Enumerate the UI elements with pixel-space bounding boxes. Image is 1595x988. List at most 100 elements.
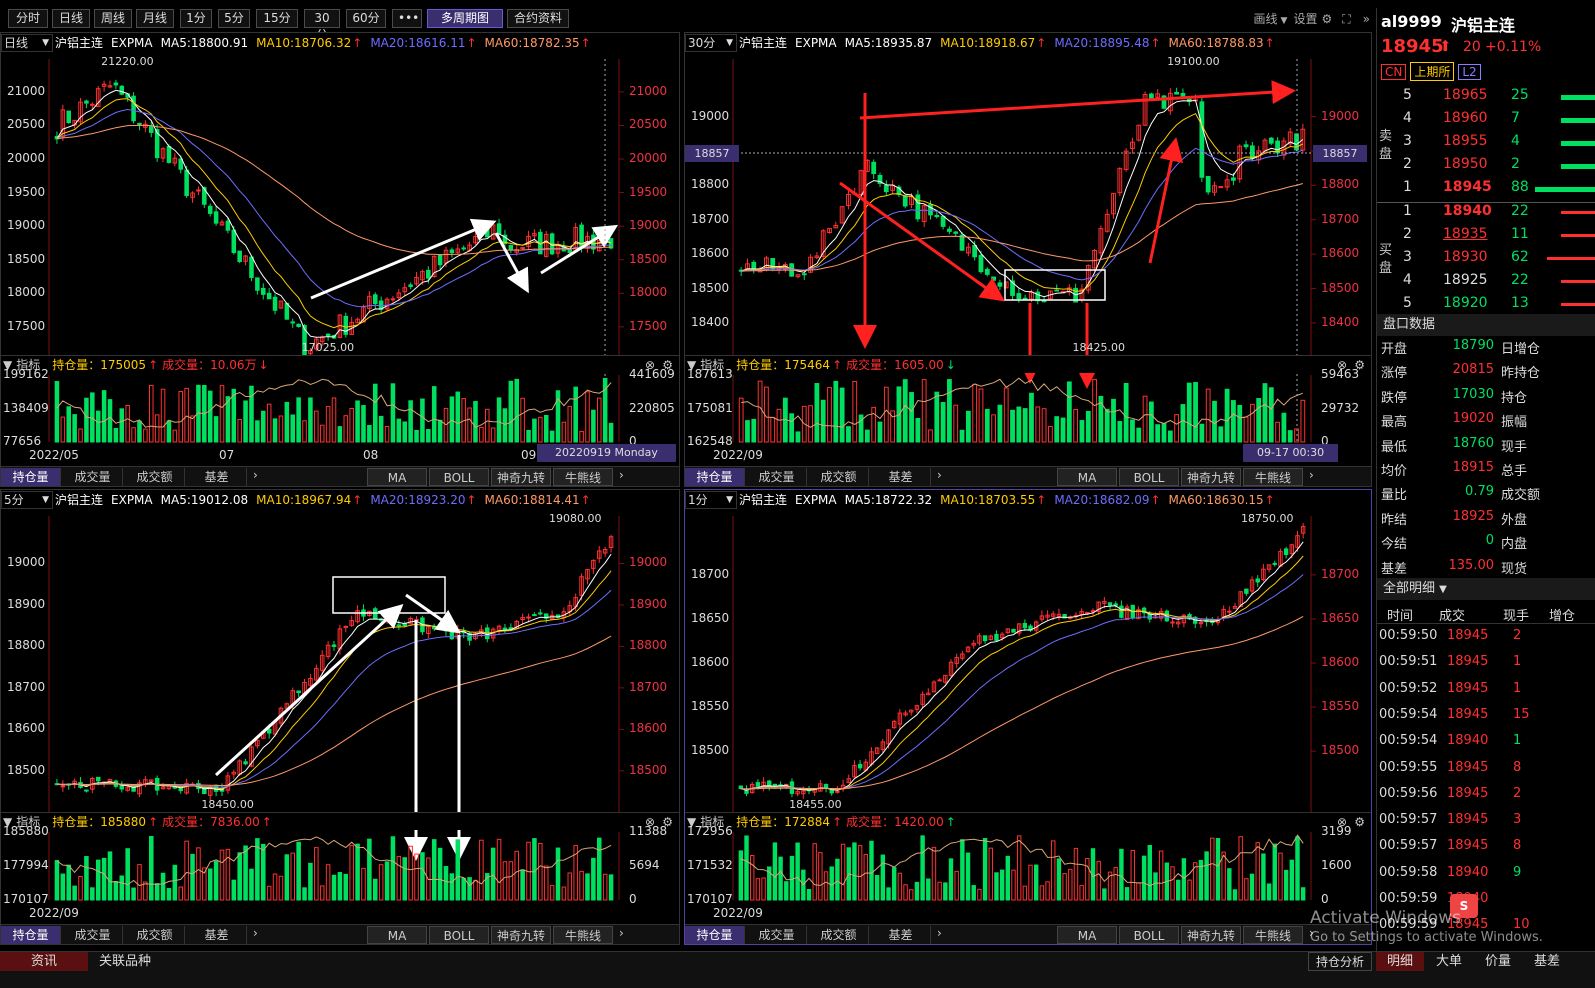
- bid-row[interactable]: 2 18935 11: [1377, 226, 1595, 249]
- chevron-right-icon[interactable]: ›: [1309, 468, 1314, 482]
- chart-panel-5min[interactable]: 5分 ▼ 沪铝主连 EXPMA MA5:19012.08 MA10:18967.94↑ MA…: [0, 489, 680, 945]
- bid-row[interactable]: 3 18930 62: [1377, 249, 1595, 272]
- tab-0[interactable]: 持仓量: [1, 468, 61, 486]
- indicator-label[interactable]: 指标: [700, 815, 725, 829]
- draw-button[interactable]: 画线: [1253, 12, 1278, 26]
- chevron-right-icon[interactable]: ›: [1309, 926, 1314, 940]
- side-tab-3[interactable]: 基差: [1523, 952, 1571, 971]
- ma-type[interactable]: EXPMA: [111, 36, 153, 50]
- indicator-label[interactable]: 指标: [16, 815, 41, 829]
- period-btn-2[interactable]: 周线: [94, 9, 132, 28]
- ask-row[interactable]: 2 18950 2: [1377, 156, 1595, 179]
- tab-3[interactable]: 基差: [187, 926, 247, 944]
- period-btn-1[interactable]: 日线: [52, 9, 90, 28]
- gear-icon[interactable]: ⚙: [1354, 358, 1365, 372]
- close-icon[interactable]: ⊗: [644, 358, 655, 372]
- tab-1[interactable]: 成交量: [63, 926, 123, 944]
- tab-1[interactable]: 成交量: [747, 926, 807, 944]
- period-select[interactable]: 30分 ▼: [685, 34, 737, 52]
- chart-panel-30min[interactable]: 30分 ▼ 沪铝主连 EXPMA MA5:18935.87 MA10:18918.67↑ M…: [684, 32, 1372, 487]
- ask-row[interactable]: 5 18965 25: [1377, 87, 1595, 110]
- indicator-btn-1[interactable]: BOLL: [429, 468, 489, 486]
- gear-icon[interactable]: ⚙: [1321, 12, 1333, 26]
- bid-row[interactable]: 4 18925 22: [1377, 272, 1595, 295]
- oi-analysis-btn[interactable]: 持仓分析: [1308, 952, 1372, 971]
- indicator-btn-3[interactable]: 牛熊线: [1243, 926, 1303, 944]
- collapse-icon[interactable]: ▼: [687, 358, 697, 372]
- gear-icon[interactable]: ⚙: [662, 358, 673, 372]
- multi-period-btn[interactable]: 多周期图: [427, 9, 503, 28]
- chevron-right-icon[interactable]: ›: [937, 926, 942, 940]
- candlestick-chart[interactable]: [685, 490, 1373, 946]
- period-btn-5[interactable]: 5分: [218, 9, 250, 28]
- period-select[interactable]: 5分 ▼: [1, 491, 53, 509]
- indicator-btn-2[interactable]: 神奇九转: [491, 926, 551, 944]
- side-tab-0[interactable]: 明细: [1376, 952, 1424, 971]
- tab-3[interactable]: 基差: [187, 468, 247, 486]
- indicator-btn-2[interactable]: 神奇九转: [1181, 468, 1241, 486]
- period-btn-0[interactable]: 分时: [8, 9, 48, 28]
- chevron-right-icon[interactable]: ›: [253, 468, 258, 482]
- candlestick-chart[interactable]: [1, 33, 681, 488]
- chevron-right-icon[interactable]: ›: [937, 468, 942, 482]
- indicator-btn-0[interactable]: MA: [1057, 926, 1117, 944]
- tab-2[interactable]: 成交额: [125, 926, 185, 944]
- bid-row[interactable]: 5 18920 13: [1377, 295, 1595, 318]
- close-icon[interactable]: ⊗: [1336, 815, 1347, 829]
- tab-0[interactable]: 持仓量: [685, 468, 745, 486]
- period-btn-7[interactable]: 30分: [304, 9, 340, 42]
- tab-3[interactable]: 基差: [871, 926, 931, 944]
- indicator-btn-1[interactable]: BOLL: [429, 926, 489, 944]
- contract-info-btn[interactable]: 合约资料: [507, 9, 569, 28]
- input-method-icon[interactable]: S: [1450, 894, 1478, 918]
- settings-button[interactable]: 设置: [1293, 12, 1318, 26]
- close-icon[interactable]: ⊗: [1336, 358, 1347, 372]
- side-tab-1[interactable]: 大单: [1425, 952, 1473, 971]
- tab-2[interactable]: 成交额: [125, 468, 185, 486]
- gear-icon[interactable]: ⚙: [662, 815, 673, 829]
- indicator-btn-2[interactable]: 神奇九转: [491, 468, 551, 486]
- collapse-icon[interactable]: ▼: [687, 815, 697, 829]
- candlestick-chart[interactable]: [1, 490, 681, 946]
- ma-type[interactable]: EXPMA: [795, 493, 837, 507]
- indicator-btn-0[interactable]: MA: [367, 468, 427, 486]
- fullscreen-icon[interactable]: ⛶: [1342, 12, 1351, 26]
- indicator-label[interactable]: 指标: [16, 358, 41, 372]
- chevron-right-icon[interactable]: ›: [253, 926, 258, 940]
- period-btn-6[interactable]: 15分: [256, 9, 298, 28]
- gear-icon[interactable]: ⚙: [1354, 815, 1365, 829]
- period-select[interactable]: 日线 ▼: [1, 34, 53, 52]
- chevron-right-icon[interactable]: ›: [619, 926, 624, 940]
- ma-type[interactable]: EXPMA: [111, 493, 153, 507]
- close-icon[interactable]: ⊗: [644, 815, 655, 829]
- bid-row[interactable]: 1 18940 22: [1377, 203, 1595, 226]
- tab-2[interactable]: 成交额: [809, 926, 869, 944]
- news-tab[interactable]: 资讯: [0, 952, 88, 971]
- ask-row[interactable]: 4 18960 7: [1377, 110, 1595, 133]
- tab-1[interactable]: 成交量: [63, 468, 123, 486]
- indicator-btn-3[interactable]: 牛熊线: [1243, 468, 1303, 486]
- collapse-icon[interactable]: »: [1362, 12, 1370, 26]
- ask-row[interactable]: 1 18945 88: [1377, 179, 1595, 202]
- indicator-btn-3[interactable]: 牛熊线: [553, 926, 613, 944]
- indicator-btn-2[interactable]: 神奇九转: [1181, 926, 1241, 944]
- collapse-icon[interactable]: ▼: [3, 815, 13, 829]
- detail-title[interactable]: 全部明细 ▼: [1377, 578, 1595, 600]
- period-btn-9[interactable]: •••: [392, 9, 422, 28]
- period-btn-4[interactable]: 1分: [180, 9, 212, 28]
- indicator-label[interactable]: 指标: [700, 358, 725, 372]
- tab-0[interactable]: 持仓量: [1, 926, 61, 944]
- indicator-btn-1[interactable]: BOLL: [1119, 926, 1179, 944]
- period-btn-8[interactable]: 60分: [346, 9, 386, 28]
- side-tab-2[interactable]: 价量: [1474, 952, 1522, 971]
- indicator-btn-1[interactable]: BOLL: [1119, 468, 1179, 486]
- tab-2[interactable]: 成交额: [809, 468, 869, 486]
- ma-type[interactable]: EXPMA: [795, 36, 837, 50]
- indicator-btn-0[interactable]: MA: [367, 926, 427, 944]
- tab-3[interactable]: 基差: [871, 468, 931, 486]
- chart-panel-daily[interactable]: 日线 ▼ 沪铝主连 EXPMA MA5:18800.91 MA10:18706.32↑ MA…: [0, 32, 680, 487]
- ask-row[interactable]: 3 18955 4: [1377, 133, 1595, 156]
- period-select[interactable]: 1分 ▼: [685, 491, 737, 509]
- related-tab[interactable]: 关联品种: [98, 954, 151, 969]
- collapse-icon[interactable]: ▼: [3, 358, 13, 372]
